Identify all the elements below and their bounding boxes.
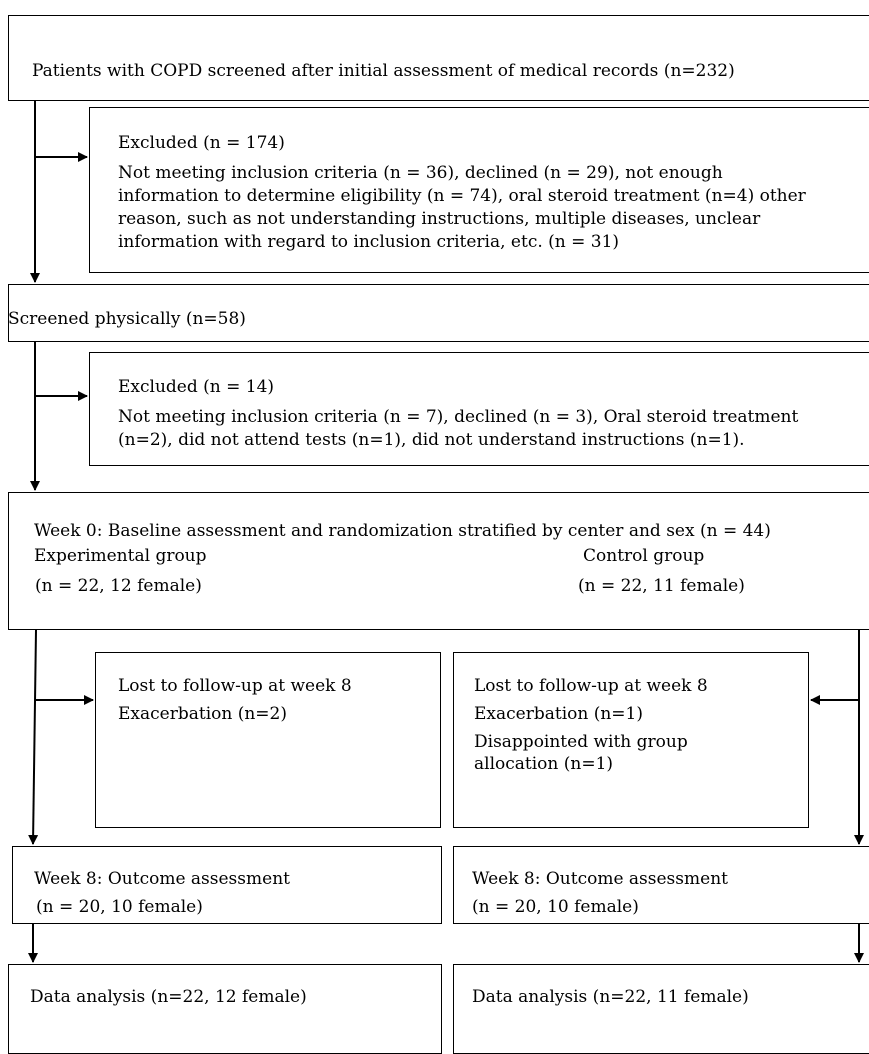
box-analysis-experimental [8,964,442,1054]
box-excluded-1 [89,107,869,273]
experimental-group-n: (n = 22, 12 female) [35,576,202,596]
outcome-control-title: Week 8: Outcome assessment [472,869,728,889]
control-group-n: (n = 22, 11 female) [578,576,745,596]
lost-experimental-exacerbation: Exacerbation (n=2) [118,704,287,724]
box-outcome-control [453,846,869,924]
outcome-experimental-title: Week 8: Outcome assessment [34,869,290,889]
lost-control-disappointed: Disappointed with group [474,732,688,752]
box-lost-experimental [95,652,441,828]
lost-control-exacerbation: Exacerbation (n=1) [474,704,643,724]
outcome-experimental-n: (n = 20, 10 female) [36,897,203,917]
excluded-2-line-1: Not meeting inclusion criteria (n = 7), … [118,407,799,427]
screened-initial-text: Patients with COPD screened after initia… [32,61,735,81]
excluded-1-line-4: information with regard to inclusion cri… [118,232,620,252]
control-group-label: Control group [583,546,705,566]
excluded-2-line-2: (n=2), did not attend tests (n=1), did n… [118,430,745,450]
baseline-text: Week 0: Baseline assessment and randomiz… [34,521,771,541]
box-screened-physically [8,284,869,342]
box-screened-initial [8,15,869,101]
arrow-baseline-to-outcome-experimental [28,629,39,845]
excluded-1-line-2: information to determine eligibility (n … [118,186,806,206]
outcome-control-n: (n = 20, 10 female) [472,897,639,917]
excluded-1-line-1: Not meeting inclusion criteria (n = 36),… [118,163,723,183]
box-baseline [8,492,869,630]
screened-physically-text: Screened physically (n=58) [8,309,246,329]
analysis-control-text: Data analysis (n=22, 11 female) [472,987,749,1007]
box-outcome-experimental [12,846,442,924]
excluded-1-title: Excluded (n = 174) [118,133,285,153]
box-excluded-2 [89,352,869,466]
lost-control-title: Lost to follow-up at week 8 [474,676,708,696]
lost-experimental-title: Lost to follow-up at week 8 [118,676,352,696]
lost-control-allocation: allocation (n=1) [474,754,614,774]
box-lost-control [453,652,809,828]
excluded-2-title: Excluded (n = 14) [118,377,275,397]
experimental-group-label: Experimental group [34,546,207,566]
excluded-1-line-3: reason, such as not understanding instru… [118,209,761,229]
analysis-experimental-text: Data analysis (n=22, 12 female) [30,987,307,1007]
